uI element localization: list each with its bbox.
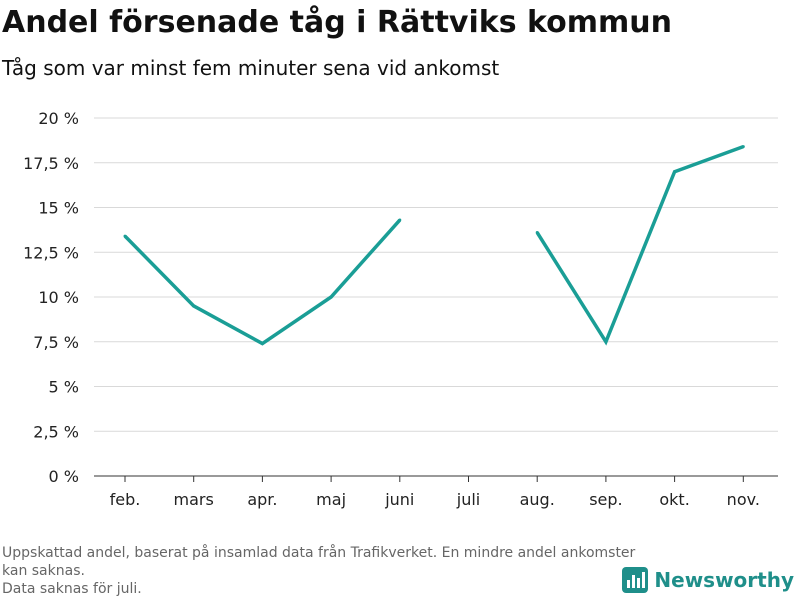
y-tick-label: 2,5 %	[33, 422, 79, 441]
x-tick-label: okt.	[659, 490, 689, 509]
data-point	[123, 234, 127, 238]
y-tick-label: 10 %	[38, 288, 79, 307]
y-tick-label: 17,5 %	[23, 154, 79, 173]
x-tick-label: feb.	[110, 490, 141, 509]
data-point	[604, 340, 608, 344]
data-point	[260, 342, 264, 346]
y-tick-label: 20 %	[38, 109, 79, 128]
y-tick-label: 7,5 %	[33, 333, 79, 352]
chart-subtitle: Tåg som var minst fem minuter sena vid a…	[2, 56, 500, 80]
y-tick-label: 15 %	[38, 199, 79, 218]
data-point	[398, 218, 402, 222]
data-point	[192, 304, 196, 308]
footnote-source: Uppskattad andel, baserat på insamlad da…	[2, 545, 636, 579]
footnote: Uppskattad andel, baserat på insamlad da…	[2, 544, 642, 598]
y-tick-label: 12,5 %	[23, 243, 79, 262]
x-tick-label: sep.	[589, 490, 622, 509]
brand-logo: Newsworthy	[622, 567, 794, 593]
line-chart: 0 % 2,5 % 5 % 7,5 % 10 % 12,5 % 15 % 17,5 % 20 %…	[23, 109, 778, 509]
bar-chart-icon	[622, 567, 649, 593]
data-point	[673, 170, 677, 174]
x-tick-label: aug.	[520, 490, 555, 509]
data-point	[329, 295, 333, 299]
x-tick-label: mars	[174, 490, 214, 509]
x-tick-label: maj	[316, 490, 346, 509]
x-tick-label: nov.	[727, 490, 760, 509]
x-tick-label: juli	[456, 490, 480, 509]
series-line-segment	[535, 144, 744, 346]
y-tick-label: 5 %	[49, 378, 79, 397]
x-tick-label: juni	[384, 490, 414, 509]
data-point	[741, 145, 745, 149]
x-tick-label: apr.	[247, 490, 277, 509]
brand-name: Newsworthy	[654, 568, 794, 592]
series-line-segment	[123, 218, 402, 346]
y-tick-label: 0 %	[49, 467, 79, 486]
data-point	[535, 231, 539, 235]
footnote-missing-data: Data saknas för juli.	[2, 581, 142, 597]
chart-title: Andel försenade tåg i Rättviks kommun	[2, 5, 672, 40]
